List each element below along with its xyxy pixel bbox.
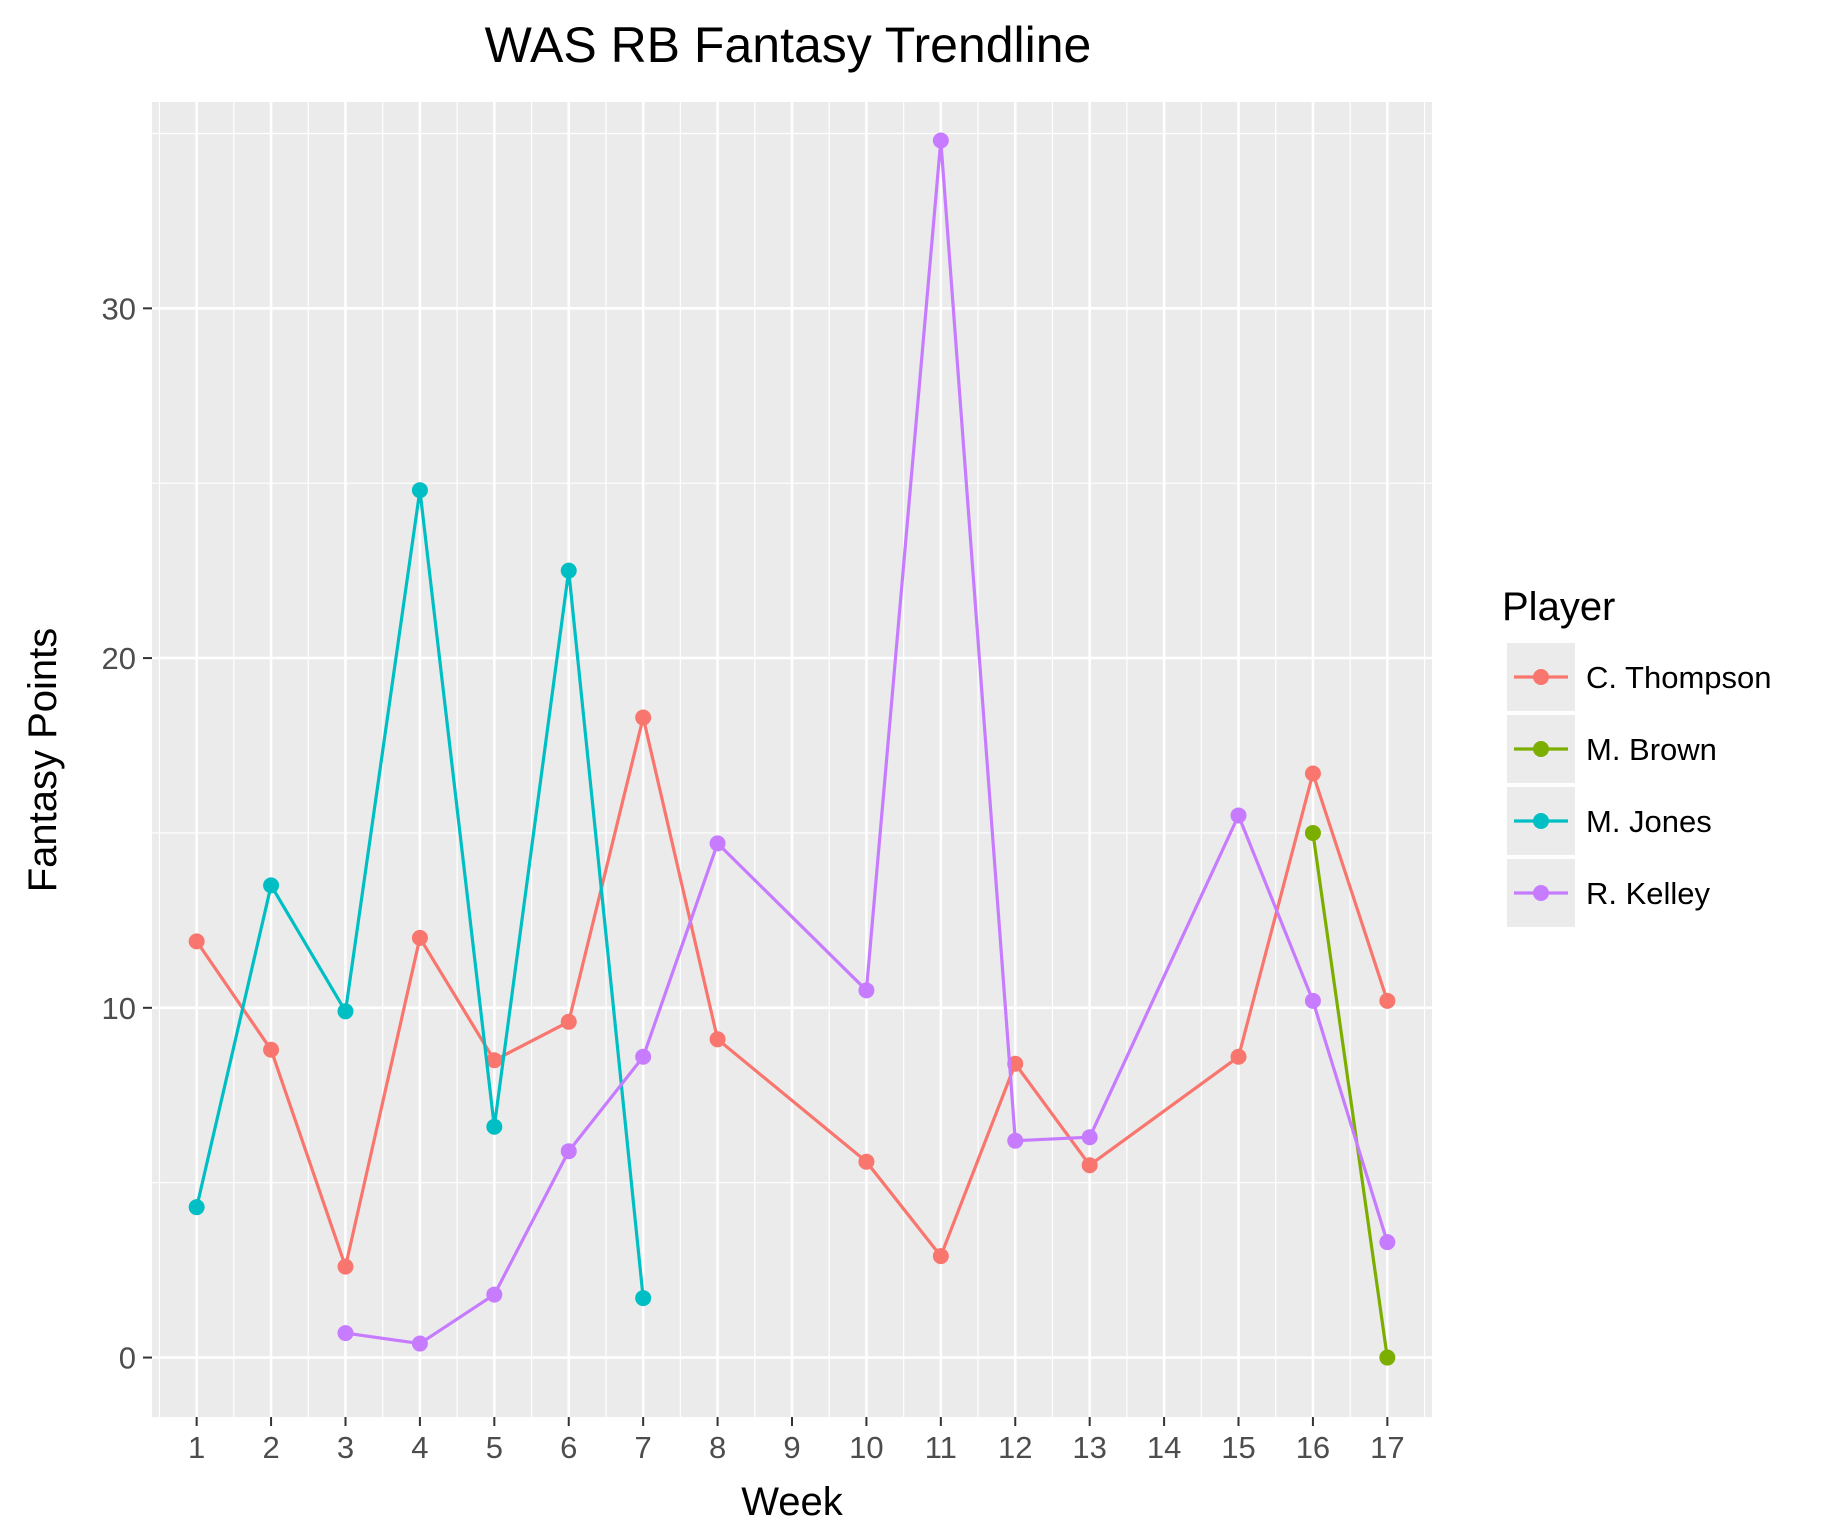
- data-point-r-kelley: [337, 1325, 354, 1342]
- data-point-r-kelley: [1230, 807, 1247, 824]
- data-point-m-jones: [411, 482, 428, 499]
- x-tick-label: 9: [783, 1430, 800, 1465]
- data-point-r-kelley: [1379, 1234, 1396, 1251]
- grid: [152, 102, 1432, 1417]
- data-point-r-kelley: [709, 835, 726, 852]
- x-tick-label: 13: [1072, 1430, 1106, 1465]
- data-point-c-thompson: [858, 1153, 875, 1170]
- data-point-r-kelley: [635, 1048, 652, 1065]
- data-point-r-kelley: [560, 1143, 577, 1160]
- series-m-jones: [188, 482, 652, 1307]
- data-point-c-thompson: [932, 1248, 949, 1265]
- legend-label: R. Kelley: [1586, 876, 1711, 911]
- legend: Player C. Thompson M. Brown M. Jones R. Kel…: [1502, 585, 1772, 927]
- data-point-m-jones: [635, 1290, 652, 1307]
- series-r-kelley: [337, 132, 1396, 1352]
- data-point-m-brown: [1379, 1349, 1396, 1366]
- legend-key-point: [1533, 885, 1549, 901]
- legend-label: C. Thompson: [1586, 660, 1772, 695]
- data-point-m-jones: [560, 562, 577, 579]
- x-tick-label: 3: [337, 1430, 354, 1465]
- x-tick-label: 7: [635, 1430, 652, 1465]
- x-tick-label: 8: [709, 1430, 726, 1465]
- y-tick-label: 30: [102, 291, 136, 326]
- x-axis-title: Week: [741, 1480, 844, 1524]
- data-point-m-jones: [188, 1199, 205, 1216]
- data-point-c-thompson: [188, 933, 205, 950]
- data-point-m-jones: [263, 877, 280, 894]
- series-c-thompson: [188, 709, 1396, 1275]
- data-point-c-thompson: [1230, 1048, 1247, 1065]
- data-point-m-jones: [337, 1003, 354, 1020]
- data-point-c-thompson: [1081, 1157, 1098, 1174]
- data-point-c-thompson: [411, 929, 428, 946]
- data-point-r-kelley: [411, 1335, 428, 1352]
- y-tick-label: 0: [119, 1341, 136, 1376]
- x-tick-label: 10: [849, 1430, 883, 1465]
- data-point-c-thompson: [1304, 765, 1321, 782]
- legend-title: Player: [1502, 585, 1615, 629]
- data-point-r-kelley: [1304, 992, 1321, 1009]
- x-tick-label: 16: [1296, 1430, 1330, 1465]
- data-point-r-kelley: [1081, 1129, 1098, 1146]
- x-tick-label: 6: [560, 1430, 577, 1465]
- x-tick-label: 4: [411, 1430, 428, 1465]
- series-line-m-brown: [1311, 832, 1389, 1358]
- x-tick-label: 5: [486, 1430, 503, 1465]
- x-tick-label: 1: [188, 1430, 205, 1465]
- data-point-c-thompson: [263, 1041, 280, 1058]
- legend-item-c-thompson: C. Thompson: [1507, 643, 1772, 711]
- x-tick-label: 2: [262, 1430, 279, 1465]
- legend-item-r-kelley: R. Kelley: [1507, 859, 1711, 927]
- legend-item-m-brown: M. Brown: [1507, 715, 1717, 783]
- data-point-m-brown: [1304, 824, 1321, 841]
- y-axis-title: Fantasy Points: [21, 628, 65, 893]
- series-layer: [188, 132, 1396, 1366]
- legend-label: M. Jones: [1586, 804, 1712, 839]
- x-tick-label: 12: [998, 1430, 1032, 1465]
- data-point-r-kelley: [486, 1286, 503, 1303]
- legend-item-m-jones: M. Jones: [1507, 787, 1712, 855]
- legend-key-point: [1533, 669, 1549, 685]
- data-point-c-thompson: [486, 1052, 503, 1069]
- y-tick-label: 10: [102, 991, 136, 1026]
- data-point-r-kelley: [858, 982, 875, 999]
- y-tick-label: 20: [102, 641, 136, 676]
- legend-key-point: [1533, 741, 1549, 757]
- x-tick-label: 15: [1221, 1430, 1255, 1465]
- legend-label: M. Brown: [1586, 732, 1717, 767]
- data-point-m-jones: [486, 1118, 503, 1135]
- legend-key-point: [1533, 813, 1549, 829]
- x-tick-label: 11: [925, 1430, 957, 1465]
- data-point-r-kelley: [932, 132, 949, 149]
- data-point-c-thompson: [1379, 992, 1396, 1009]
- x-tick-label: 14: [1147, 1430, 1181, 1465]
- data-point-r-kelley: [1007, 1132, 1024, 1149]
- x-tick-label: 17: [1370, 1430, 1404, 1465]
- series-m-brown: [1304, 824, 1396, 1366]
- data-point-c-thompson: [709, 1031, 726, 1048]
- data-point-c-thompson: [337, 1258, 354, 1275]
- chart-title: WAS RB Fantasy Trendline: [485, 17, 1092, 73]
- data-point-c-thompson: [560, 1013, 577, 1030]
- data-point-c-thompson: [635, 709, 652, 726]
